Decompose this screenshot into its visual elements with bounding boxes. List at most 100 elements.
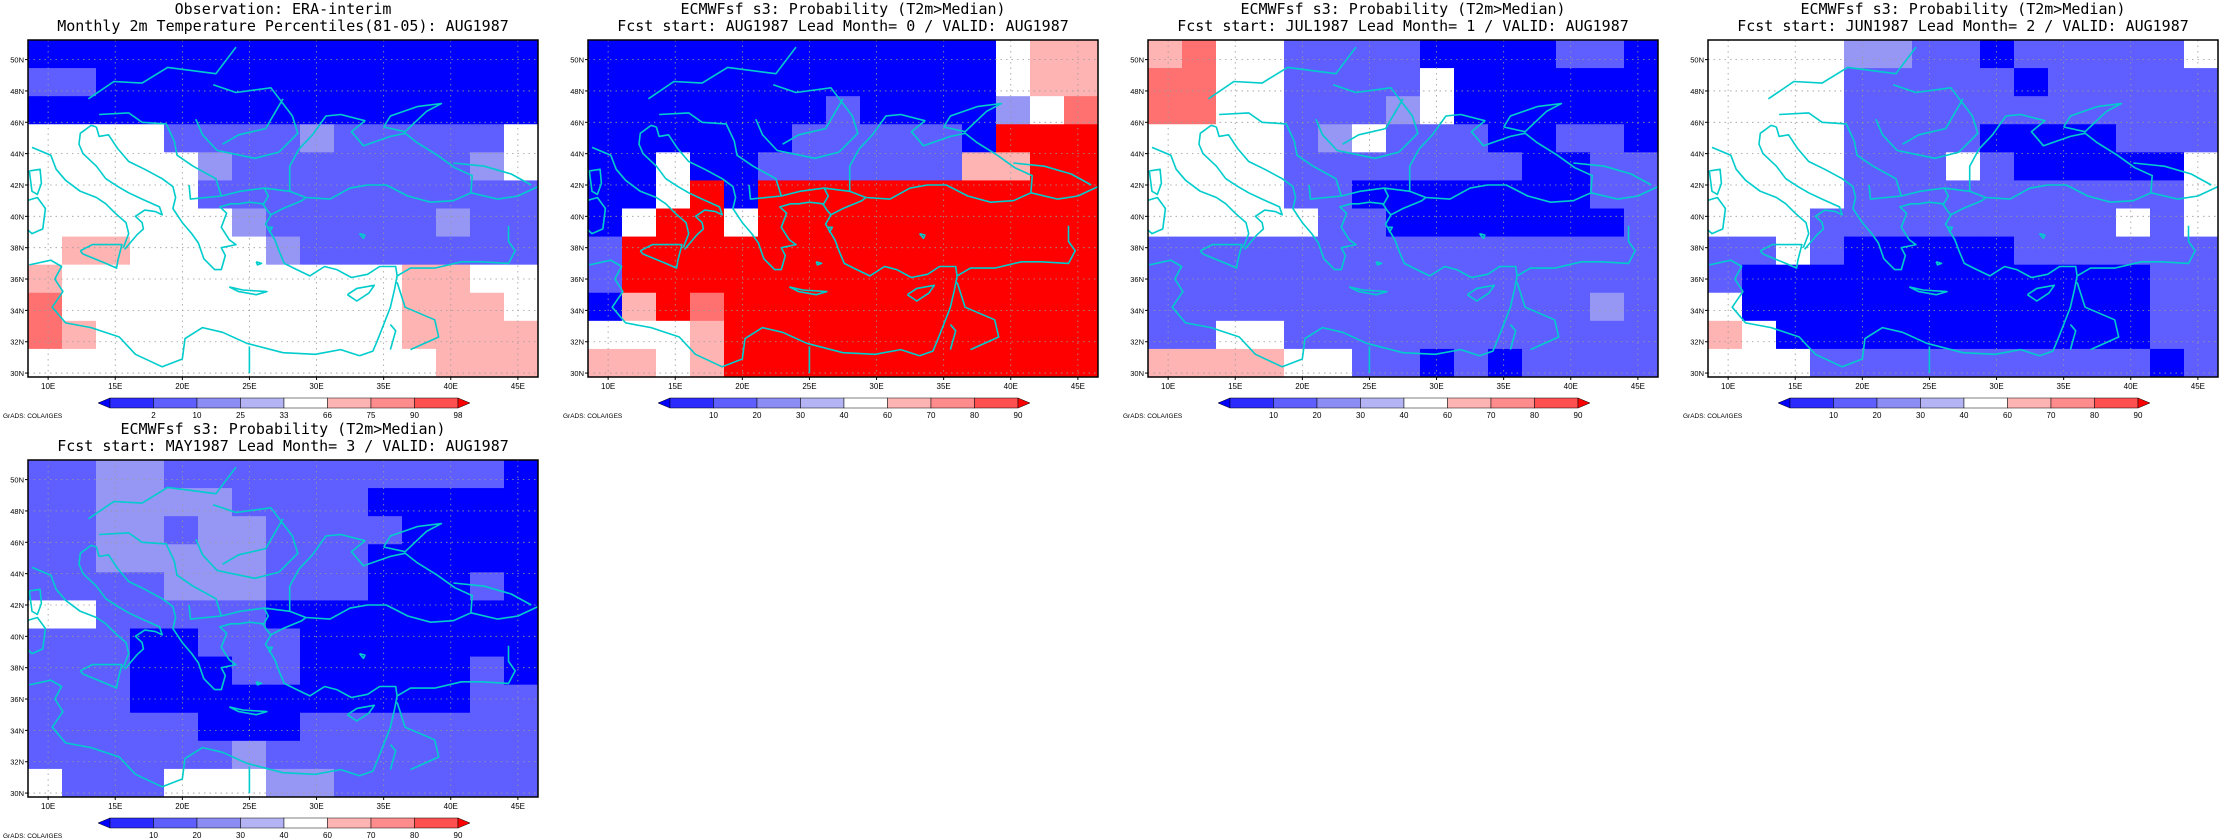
colorbar-label: 10 (709, 411, 718, 420)
grid-cell (28, 656, 63, 686)
map-frame (1707, 39, 2219, 378)
grid-cell (1030, 40, 1065, 69)
grid-cell (300, 152, 335, 182)
grid-cell (758, 152, 793, 182)
colorbar-label: 40 (1960, 411, 1969, 420)
colorbar-end-high (457, 817, 471, 829)
grid-cell (164, 684, 199, 714)
grid-cell (504, 96, 538, 125)
colorbar-label: 80 (970, 411, 979, 420)
grid-cell (470, 768, 505, 797)
grid-cell (334, 684, 369, 714)
grid-cell (198, 712, 233, 742)
coastline (1708, 46, 2218, 374)
colorbar-label: 70 (2047, 411, 2056, 420)
grid-cell (928, 40, 963, 69)
grid-cell (588, 152, 623, 182)
colorbar-label: 20 (753, 411, 762, 420)
lat-tick-label: 46N (570, 118, 584, 127)
grid-cell (198, 516, 233, 545)
grid-cell (470, 544, 505, 573)
grid-cell (1708, 96, 1743, 125)
lat-tick-label: 36N (10, 275, 24, 284)
lat-tick-label: 38N (1690, 244, 1704, 253)
grid-cell (894, 152, 929, 182)
grid-cell (368, 348, 403, 377)
grid-cell (62, 68, 97, 97)
lat-tick-label: 38N (570, 244, 584, 253)
coastline (28, 46, 538, 374)
grid-cell (1522, 124, 1557, 153)
grid-cell (1776, 96, 1811, 125)
grid-cell (2048, 208, 2083, 238)
grid-cell (1590, 236, 1625, 266)
grid-cell (1980, 152, 2015, 182)
grid-cell (2082, 236, 2117, 266)
grid-cell (928, 348, 963, 377)
lat-tick-label: 46N (1690, 118, 1704, 127)
grid-cell (504, 292, 538, 322)
grid-cell (928, 292, 963, 322)
grid-cell (402, 40, 437, 69)
grid-cell (504, 628, 538, 658)
grid-cell (2048, 348, 2083, 377)
grid-cell (724, 320, 759, 350)
grid-cell (656, 236, 691, 266)
lat-tick-label: 30N (1130, 369, 1144, 378)
grid-cell (1148, 348, 1183, 377)
map-frame (587, 39, 1099, 378)
grid-cell (1844, 40, 1879, 69)
grid-cell (470, 348, 505, 377)
grid-cell (402, 656, 437, 686)
grid-cell (62, 628, 97, 658)
grid-cell (198, 460, 233, 489)
map-area (588, 40, 1098, 377)
grid-cell (1148, 68, 1183, 97)
grid-cell (470, 684, 505, 714)
grid-cell (962, 208, 997, 238)
grid-cell (1878, 292, 1913, 322)
panel-title-line2: Fcst start: MAY1987 Lead Month= 3 / VALI… (57, 437, 509, 455)
grid-cell (28, 712, 63, 742)
grid-cell (928, 152, 963, 182)
grid-cell (860, 180, 895, 210)
colorbar-segment (1273, 397, 1318, 409)
colorbar-label: 80 (2090, 411, 2099, 420)
grid-cell (130, 460, 165, 489)
grid-cell (1420, 236, 1455, 266)
grid-cell (1420, 292, 1455, 322)
grid-cell (402, 572, 437, 602)
grid-cell (266, 320, 301, 350)
grid-cell (62, 348, 97, 377)
grid-cell (1624, 348, 1658, 377)
grid-cell (62, 488, 97, 517)
grid-cell (1064, 320, 1098, 350)
grid-cell (1064, 40, 1098, 69)
grid-cell (164, 516, 199, 545)
grid-cell (96, 600, 131, 630)
lon-tick-label: 35E (377, 802, 391, 811)
lat-tick-label: 36N (10, 695, 24, 704)
lon-tick-label: 20E (175, 802, 189, 811)
colorbar-end-low (1217, 397, 1231, 409)
lon-tick-label: 25E (242, 382, 256, 391)
grid-cell (436, 460, 471, 489)
colorbar-segment (196, 397, 241, 409)
lat-tick-label: 34N (10, 726, 24, 735)
grid-cell (198, 152, 233, 182)
lat-tick-label: 32N (10, 338, 24, 347)
grid-cell (1064, 124, 1098, 153)
colorbar-segment (974, 397, 1019, 409)
grid-cell (96, 544, 131, 573)
colorbar-end-high (1577, 397, 1591, 409)
grid-cell (504, 68, 538, 97)
colorbar-segment (930, 397, 975, 409)
colorbar-segment (109, 397, 154, 409)
grid-cell (724, 40, 759, 69)
grid-cell (334, 236, 369, 266)
colorbar-end-high (1017, 397, 1031, 409)
grid-cell (334, 740, 369, 770)
grid-cell (1522, 40, 1557, 69)
grid-cell (1182, 96, 1217, 125)
grid-cell (1182, 40, 1217, 69)
